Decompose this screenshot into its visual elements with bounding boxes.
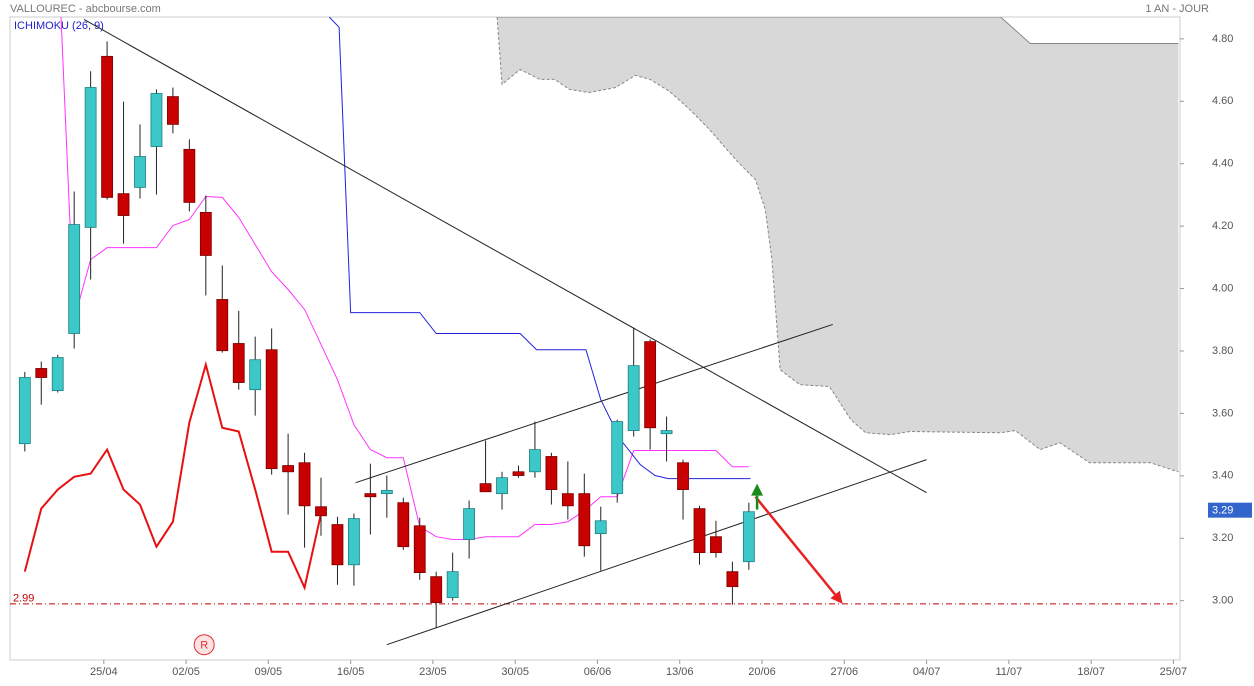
x-tick-label: 02/05 — [172, 666, 200, 678]
candle-body — [529, 449, 541, 473]
candle-body — [677, 462, 689, 490]
reference-label: 2.99 — [13, 593, 34, 605]
candle-body — [18, 377, 31, 445]
candle-body — [413, 525, 426, 574]
candle-body — [101, 55, 113, 198]
candle-body — [660, 430, 673, 435]
y-tick-label: 4.60 — [1212, 95, 1233, 107]
marker-label: R — [200, 640, 208, 652]
candle-body — [117, 193, 130, 216]
arrow-head — [830, 590, 843, 604]
candle-body — [397, 502, 410, 548]
candle-body — [134, 156, 146, 188]
trendline — [355, 323, 833, 484]
candle-body — [150, 93, 163, 147]
candle-body — [232, 343, 245, 383]
candle-body — [463, 508, 476, 540]
candle-body — [380, 490, 393, 495]
candle-body — [693, 508, 706, 554]
x-tick-label: 18/07 — [1077, 666, 1105, 678]
candle-body — [51, 357, 64, 392]
x-tick-label: 06/06 — [584, 666, 612, 678]
x-tick-label: 13/06 — [666, 666, 694, 678]
x-tick-label: 30/05 — [501, 666, 529, 678]
candle-body — [84, 87, 97, 228]
candle-body — [68, 224, 81, 334]
candle-body — [35, 368, 48, 378]
candle-body — [446, 571, 459, 598]
y-tick-label: 4.40 — [1212, 158, 1233, 170]
candle-body — [331, 524, 344, 566]
arrow-head — [751, 483, 764, 496]
candle-body — [644, 341, 657, 429]
candle-body — [496, 477, 508, 495]
candle-body — [512, 471, 525, 476]
x-tick-label: 20/06 — [748, 666, 776, 678]
x-tick-label: 04/07 — [913, 666, 941, 678]
marker — [193, 634, 215, 656]
candle-body — [578, 493, 591, 547]
y-tick-label: 4.00 — [1212, 282, 1233, 294]
chart-title: VALLOUREC - abcbourse.com — [10, 3, 161, 15]
x-tick-label: 11/07 — [996, 666, 1023, 678]
trendline — [386, 459, 927, 646]
x-tick-label: 25/07 — [1160, 666, 1188, 678]
y-tick-label: 3.40 — [1212, 470, 1233, 482]
candle-body — [298, 462, 311, 507]
candle-body — [364, 493, 377, 498]
cloud-edge — [497, 17, 1179, 45]
arrow-shaft — [754, 495, 837, 596]
candle-body — [183, 148, 196, 203]
candle-body — [627, 365, 640, 431]
candle-body — [315, 506, 327, 517]
x-tick-label: 09/05 — [255, 666, 283, 678]
y-tick-label: 3.60 — [1212, 407, 1233, 419]
cloud-edge — [496, 17, 1179, 473]
axes: 3.00 3.20 3.40 3.60 3.80 4.00 4.20 4.40 4.60 4.80… — [13, 33, 1252, 678]
last-price-label: 3.29 — [1212, 505, 1233, 517]
candle-body — [216, 299, 229, 352]
candle-body — [249, 359, 262, 391]
candle-body — [710, 536, 722, 554]
y-tick-label: 3.20 — [1212, 532, 1233, 544]
candle-body — [430, 576, 443, 603]
cloud — [497, 17, 1179, 472]
y-tick-label: 4.80 — [1212, 33, 1233, 45]
y-tick-label: 3.80 — [1212, 345, 1233, 357]
candle-body — [561, 493, 574, 507]
trendline — [83, 19, 927, 494]
last-price-box — [1208, 502, 1252, 518]
plot-area: R — [10, 17, 1180, 656]
indicator-label: ICHIMOKU (26, 9) — [14, 20, 104, 32]
x-tick-label: 27/06 — [831, 666, 859, 678]
candle-body — [611, 421, 624, 495]
indicator-line — [328, 17, 751, 480]
candle-body — [265, 349, 278, 470]
candle-body — [282, 465, 295, 473]
candle-body — [348, 518, 360, 566]
y-tick-label: 3.00 — [1212, 595, 1233, 607]
y-tick-label: 4.20 — [1212, 220, 1233, 232]
indicator-line — [60, 17, 749, 541]
x-tick-label: 25/04 — [90, 666, 118, 678]
chart-subtitle: 1 AN - JOUR — [1145, 3, 1209, 15]
candle-body — [545, 456, 558, 490]
candle-body — [479, 483, 492, 493]
candle-body — [742, 511, 755, 563]
candle-body — [726, 571, 739, 588]
candle-body — [167, 96, 179, 125]
candle-body — [199, 211, 212, 256]
indicator-line — [23, 360, 322, 591]
x-tick-label: 16/05 — [337, 666, 365, 678]
x-tick-label: 23/05 — [419, 666, 447, 678]
candle-body — [594, 520, 607, 534]
